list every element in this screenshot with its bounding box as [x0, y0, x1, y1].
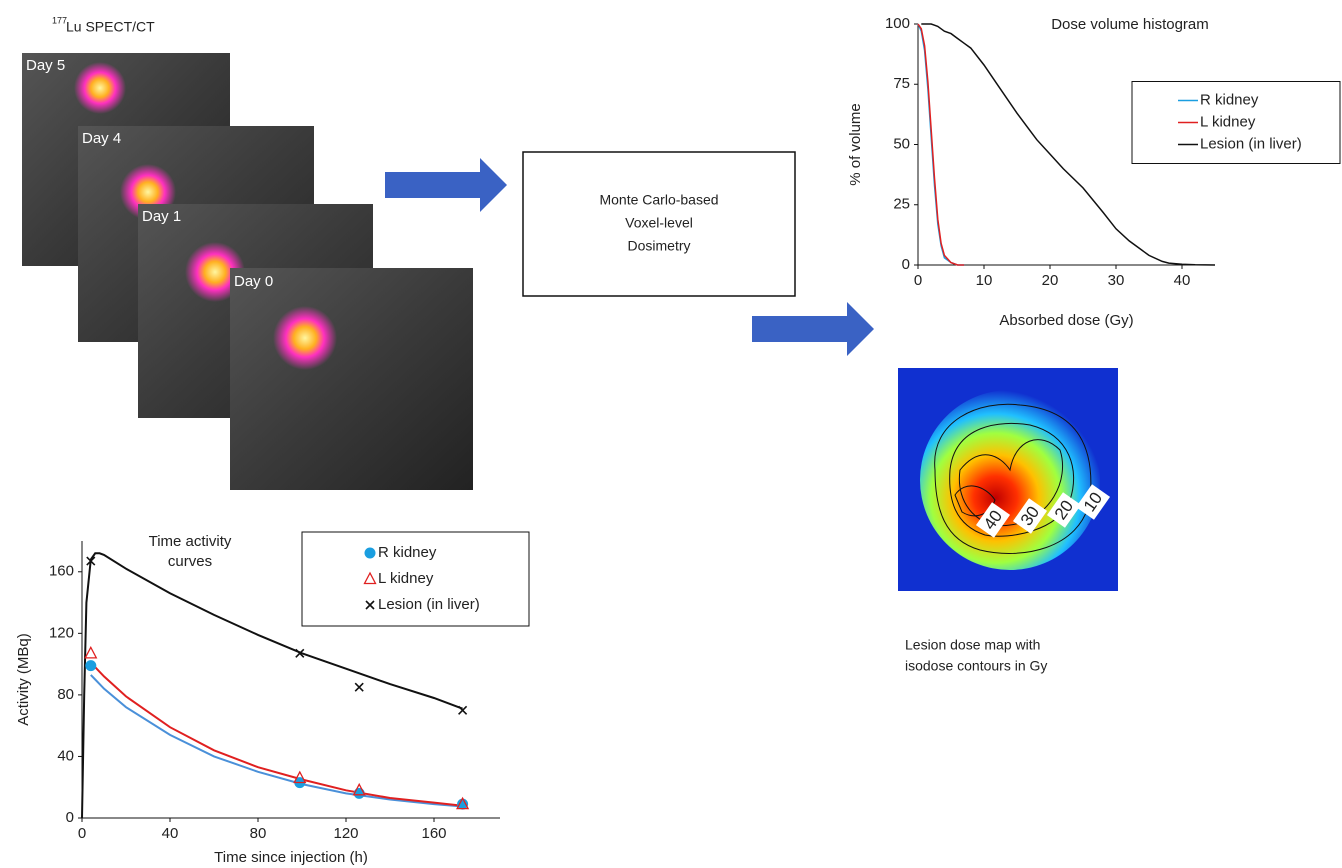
figure: 177 Lu SPECT/CT Day 5 Day 4 Day 1 Day 0 … — [0, 0, 1342, 868]
day-label: Day 1 — [142, 208, 181, 225]
y-tick-label: 0 — [902, 256, 910, 273]
legend-label: L kidney — [378, 570, 434, 587]
legend: R kidney L kidney Lesion (in liver) — [302, 532, 529, 626]
x-tick-label: 40 — [162, 825, 179, 842]
x-axis-label: Absorbed dose (Gy) — [999, 312, 1133, 329]
isotope-superscript: 177 — [52, 15, 67, 25]
legend-label: L kidney — [1200, 113, 1256, 130]
fit-curve — [91, 663, 463, 806]
y-tick-label: 0 — [66, 809, 74, 826]
x-tick-label: 10 — [976, 272, 993, 289]
fit-curve — [91, 675, 463, 807]
y-tick-label: 160 — [49, 563, 74, 580]
x-tick-label: 40 — [1174, 272, 1191, 289]
x-tick-label: 20 — [1042, 272, 1059, 289]
marker — [85, 660, 96, 671]
x-tick-label: 80 — [250, 825, 267, 842]
y-tick-label: 80 — [57, 686, 74, 703]
legend-label: Lesion (in liver) — [378, 596, 480, 613]
y-axis-label: % of volume — [847, 103, 864, 186]
y-tick-label: 50 — [893, 135, 910, 152]
chart-title: Dose volume histogram — [1051, 16, 1209, 33]
y-tick-label: 100 — [885, 15, 910, 32]
marker — [365, 548, 376, 559]
process-text: Voxel-level — [625, 215, 693, 231]
header-label: Lu SPECT/CT — [66, 19, 155, 35]
ct-slice: Day 0 — [230, 268, 473, 490]
chart-title: Time activity curves — [130, 532, 250, 572]
day-label: Day 4 — [82, 130, 121, 147]
marker — [355, 683, 363, 691]
day-label: Day 0 — [234, 273, 273, 290]
process-text: Dosimetry — [627, 238, 690, 254]
page: 177 Lu SPECT/CT Day 5 Day 4 Day 1 Day 0 … — [0, 0, 1342, 868]
marker — [354, 788, 365, 799]
dose-map — [898, 368, 1118, 591]
legend: R kidney L kidney Lesion (in liver) — [1132, 82, 1340, 164]
arrow — [385, 158, 507, 212]
process-text: Monte Carlo-based — [599, 192, 718, 208]
x-tick-label: 120 — [333, 825, 358, 842]
marker — [459, 706, 467, 714]
x-tick-label: 0 — [78, 825, 86, 842]
arrow — [752, 302, 874, 356]
x-tick-label: 30 — [1108, 272, 1125, 289]
dose-map-caption: isodose contours in Gy — [905, 658, 1047, 674]
day-label: Day 5 — [26, 57, 65, 74]
y-tick-label: 120 — [49, 624, 74, 641]
y-tick-label: 75 — [893, 75, 910, 92]
legend-label: R kidney — [1200, 91, 1259, 108]
x-tick-label: 160 — [421, 825, 446, 842]
legend-label: R kidney — [378, 544, 437, 561]
x-tick-label: 0 — [914, 272, 922, 289]
y-tick-label: 40 — [57, 747, 74, 764]
series-line — [918, 24, 964, 265]
x-axis-label: Time since injection (h) — [214, 849, 368, 866]
y-tick-label: 25 — [893, 196, 910, 213]
legend-label: Lesion (in liver) — [1200, 135, 1302, 152]
dose-map-caption: Lesion dose map with — [905, 637, 1040, 653]
y-axis-label: Activity (MBq) — [15, 633, 32, 726]
marker — [85, 647, 96, 658]
